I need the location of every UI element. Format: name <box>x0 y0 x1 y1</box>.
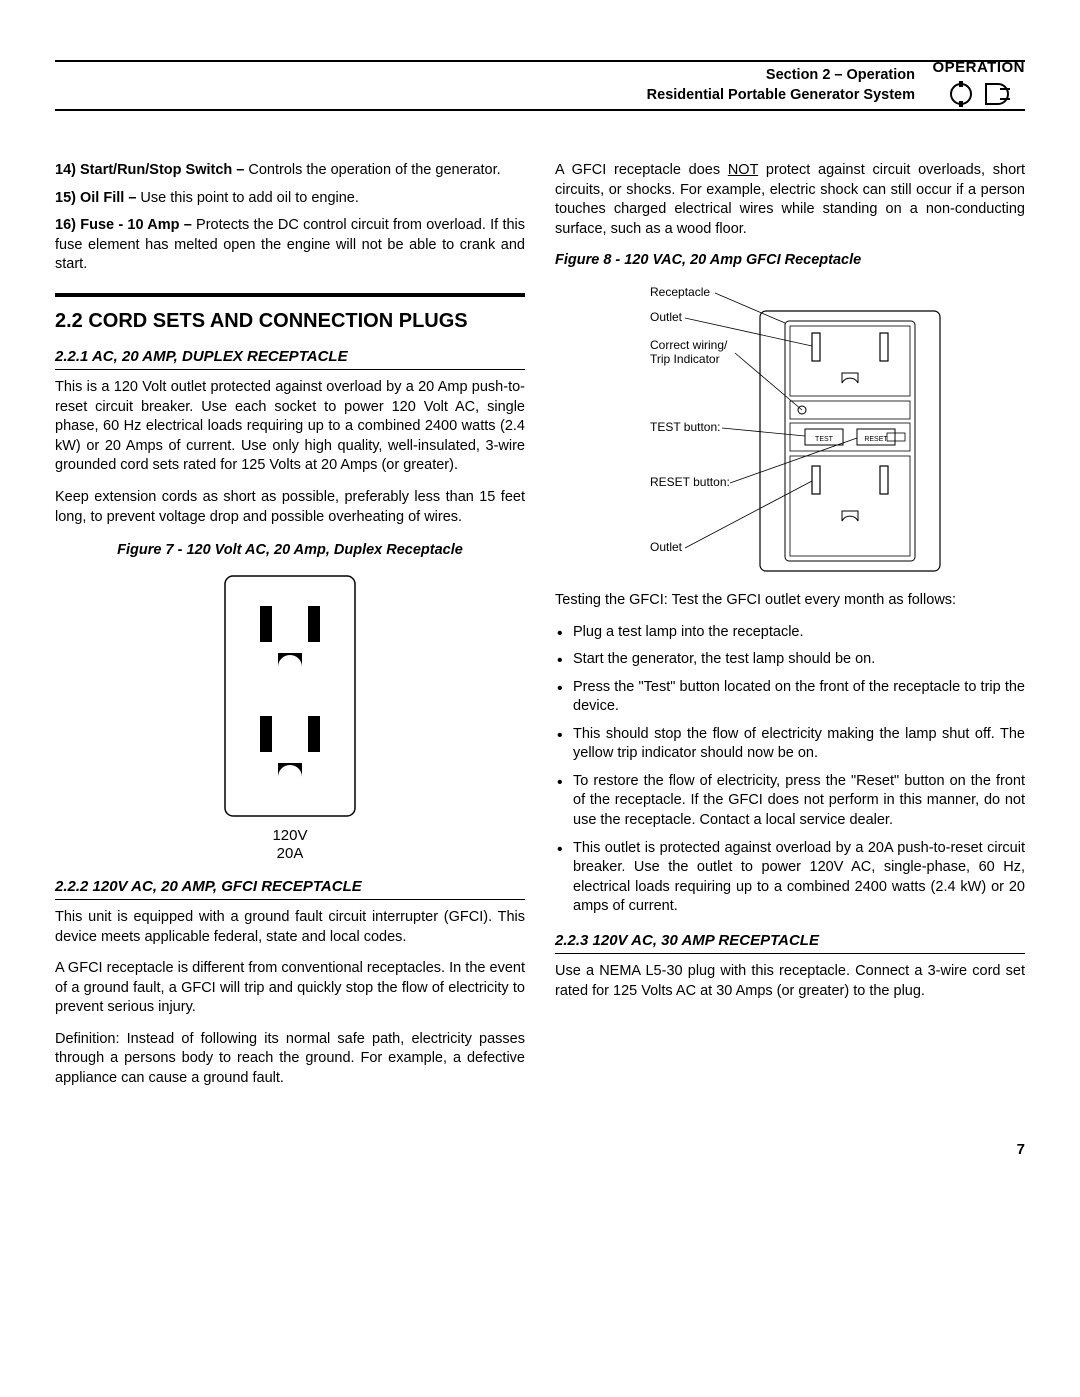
two-column-layout: 14) Start/Run/Stop Switch – Controls the… <box>55 161 1025 1100</box>
lbl-outlet-top: Outlet <box>650 310 683 324</box>
operation-icon-row <box>932 80 1025 108</box>
item-14-num: 14) <box>55 162 76 178</box>
test-word: TEST <box>815 436 834 443</box>
bullet-3: Press the "Test" button located on the f… <box>555 678 1025 717</box>
para-222-3: Definition: Instead of following its nor… <box>55 1030 525 1089</box>
item-15-lead: Oil Fill – <box>80 190 136 206</box>
header-badge: OPERATION <box>932 58 1025 108</box>
plug-icon <box>982 80 1012 108</box>
section-rule <box>55 293 525 297</box>
gfci-test-steps: Plug a test lamp into the receptacle. St… <box>555 623 1025 917</box>
para-223-1: Use a NEMA L5-30 plug with this receptac… <box>555 962 1025 1001</box>
operation-badge-text: OPERATION <box>932 58 1025 78</box>
bullet-5: To restore the flow of electricity, pres… <box>555 772 1025 831</box>
para-222-2: A GFCI receptacle is different from conv… <box>55 959 525 1018</box>
item-15: 15) Oil Fill – Use this point to add oil… <box>55 189 525 209</box>
lbl-wiring2: Trip Indicator <box>650 352 720 366</box>
intro-pre: A GFCI receptacle does <box>555 162 728 178</box>
testing-intro: Testing the GFCI: Test the GFCI outlet e… <box>555 591 1025 611</box>
bullet-2: Start the generator, the test lamp shoul… <box>555 650 1025 670</box>
para-222-1: This unit is equipped with a ground faul… <box>55 908 525 947</box>
item-16-num: 16) <box>55 217 76 233</box>
engine-icon <box>946 80 976 108</box>
para-221-2: Keep extension cords as short as possibl… <box>55 488 525 527</box>
bullet-1: Plug a test lamp into the receptacle. <box>555 623 1025 643</box>
heading-2-2: 2.2 CORD SETS AND CONNECTION PLUGS <box>55 309 525 333</box>
item-16: 16) Fuse - 10 Amp – Protects the DC cont… <box>55 216 525 275</box>
item-14-lead: Start/Run/Stop Switch – <box>80 162 244 178</box>
lbl-receptacle: Receptacle <box>650 285 710 299</box>
fig7-20a: 20A <box>277 845 304 862</box>
figure-7: 120V 20A <box>55 571 525 863</box>
figure-8-caption: Figure 8 - 120 VAC, 20 Amp GFCI Receptac… <box>555 251 1025 271</box>
numbered-list-14-16: 14) Start/Run/Stop Switch – Controls the… <box>55 161 525 275</box>
item-14: 14) Start/Run/Stop Switch – Controls the… <box>55 161 525 181</box>
item-15-text: Use this point to add oil to engine. <box>136 190 358 206</box>
item-16-lead: Fuse - 10 Amp – <box>80 217 192 233</box>
lbl-outlet-bot: Outlet <box>650 540 683 554</box>
para-221-1: This is a 120 Volt outlet protected agai… <box>55 378 525 476</box>
figure-7-label: 120V 20A <box>272 827 307 863</box>
bullet-4: This should stop the flow of electricity… <box>555 725 1025 764</box>
left-column: 14) Start/Run/Stop Switch – Controls the… <box>55 161 525 1100</box>
fig7-120v: 120V <box>272 827 307 844</box>
header-subtitle: Residential Portable Generator System <box>55 86 915 106</box>
reset-word: RESET <box>864 436 888 443</box>
page-number: 7 <box>55 1140 1025 1160</box>
gfci-receptacle-diagram: TEST RESET Receptacle Outlet Correct wir… <box>590 281 990 581</box>
lbl-reset-btn: RESET button: <box>650 475 730 489</box>
item-14-text: Controls the operation of the generator. <box>244 162 500 178</box>
heading-2-2-3: 2.2.3 120V AC, 30 AMP RECEPTACLE <box>555 931 1025 954</box>
header-text-block: Section 2 – Operation Residential Portab… <box>55 66 1025 105</box>
lbl-wiring1: Correct wiring/ <box>650 338 728 352</box>
duplex-receptacle-icon <box>215 571 365 821</box>
figure-7-caption: Figure 7 - 120 Volt AC, 20 Amp, Duplex R… <box>55 541 525 561</box>
figure-8: TEST RESET Receptacle Outlet Correct wir… <box>555 281 1025 581</box>
page-header: Section 2 – Operation Residential Portab… <box>55 60 1025 111</box>
intro-not: NOT <box>728 162 758 178</box>
lbl-test-btn: TEST button: <box>650 420 720 434</box>
gfci-intro-para: A GFCI receptacle does NOT protect again… <box>555 161 1025 239</box>
header-section-line: Section 2 – Operation <box>55 66 915 86</box>
heading-2-2-2: 2.2.2 120V AC, 20 AMP, GFCI RECEPTACLE <box>55 877 525 900</box>
heading-2-2-1: 2.2.1 AC, 20 AMP, DUPLEX RECEPTACLE <box>55 347 525 370</box>
item-15-num: 15) <box>55 190 76 206</box>
bullet-6: This outlet is protected against overloa… <box>555 839 1025 917</box>
right-column: A GFCI receptacle does NOT protect again… <box>555 161 1025 1100</box>
